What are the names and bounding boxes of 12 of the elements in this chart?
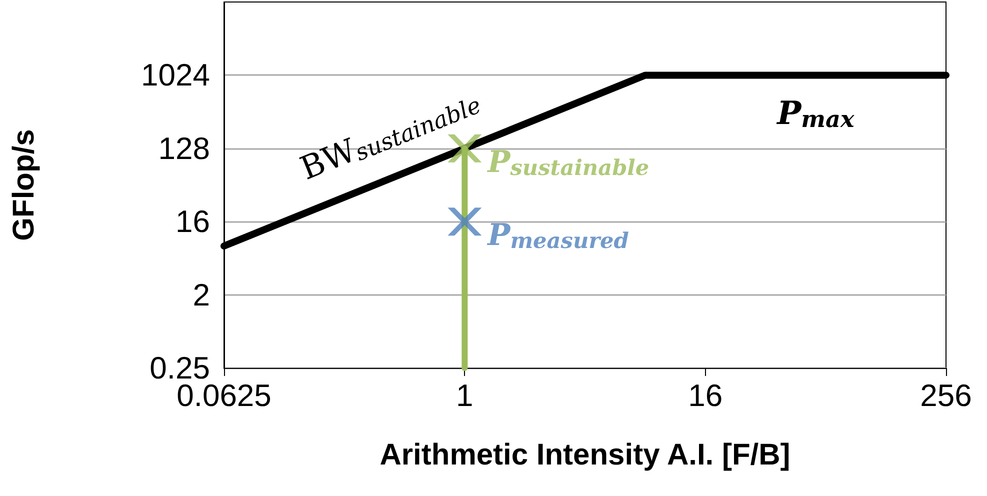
annotation: Pmax bbox=[776, 94, 854, 133]
y-tick-label: 16 bbox=[176, 204, 210, 240]
series-label: Pmeasured bbox=[486, 218, 629, 254]
series-label: Psustainable bbox=[486, 144, 650, 181]
x-axis-title: Arithmetic Intensity A.I. [F/B] bbox=[380, 438, 790, 472]
y-axis-title: GFlop/s bbox=[8, 129, 40, 241]
x-tick-label: 1 bbox=[456, 378, 474, 413]
y-tick-label: 2 bbox=[192, 277, 210, 312]
y-tick-label: 1024 bbox=[141, 58, 210, 93]
x-tick-label: 16 bbox=[688, 378, 723, 413]
x-tick-label: 256 bbox=[920, 378, 972, 413]
y-tick-label: 128 bbox=[158, 130, 210, 166]
